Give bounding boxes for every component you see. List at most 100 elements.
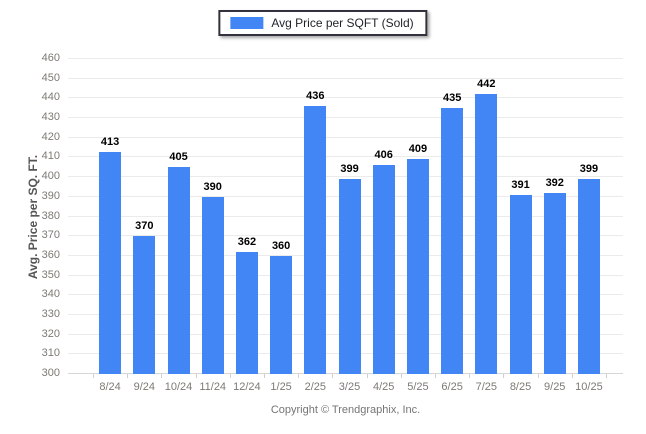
x-tick-label: 10/25 — [575, 381, 603, 393]
bar — [338, 179, 361, 374]
x-tick-label: 7/25 — [475, 381, 498, 393]
x-tick-label: 4/25 — [373, 381, 395, 393]
bar-value-label: 442 — [477, 78, 496, 91]
x-axis-tick — [435, 374, 436, 378]
y-tick-label: 460 — [41, 52, 60, 64]
bars-layer: 413 8/24 370 9/24 405 10/24 390 11/24 362 12/24 36… — [93, 59, 606, 393]
y-tick-label: 400 — [41, 170, 60, 183]
x-axis-tick — [571, 374, 573, 378]
bar-slot: 391 8/25 — [503, 59, 537, 393]
y-tick-label: 370 — [41, 229, 60, 242]
bar — [509, 194, 532, 374]
bar — [577, 179, 600, 374]
x-tick-label: 6/25 — [441, 381, 463, 393]
x-axis-tick — [127, 374, 129, 378]
bar — [372, 165, 395, 374]
x-tick-label: 11/24 — [199, 381, 227, 393]
bar — [406, 159, 429, 374]
y-tick-label: 330 — [41, 307, 60, 320]
gridline: 410 — [42, 150, 623, 162]
bar-slot: 399 10/25 — [572, 59, 606, 393]
x-tick-label: 1/25 — [270, 381, 292, 393]
bar-value-label: 435 — [442, 92, 462, 105]
bar-slot: 409 5/25 — [401, 59, 435, 393]
bar-value-label: 436 — [306, 90, 325, 103]
bar-value-label: 409 — [408, 143, 428, 156]
x-tick-label: 3/25 — [338, 381, 361, 393]
x-axis-tick — [229, 374, 231, 378]
y-tick-label: 390 — [41, 189, 60, 202]
x-tick-label: 2/25 — [304, 381, 327, 393]
bar-slot: 405 10/24 — [161, 59, 195, 393]
bar-slot: 392 9/25 — [538, 59, 572, 393]
bar-value-label: 399 — [579, 163, 599, 176]
bar — [543, 192, 566, 374]
y-tick-label: 410 — [41, 150, 60, 163]
y-tick-label: 450 — [41, 71, 60, 84]
y-tick-label: 430 — [41, 111, 60, 124]
gridline: 430 — [42, 111, 623, 123]
bar — [99, 151, 122, 374]
x-tick-label: 9/24 — [133, 381, 155, 393]
legend: Avg Price per SQFT (Sold) — [218, 10, 428, 36]
y-tick-label: 380 — [41, 209, 60, 222]
legend-swatch-icon — [230, 17, 264, 29]
x-axis-tick — [195, 374, 197, 378]
x-axis-tick — [537, 374, 539, 378]
x-axis-tick — [93, 374, 94, 378]
bar-slot: 360 1/25 — [264, 59, 298, 393]
bar — [475, 94, 498, 374]
x-tick-label: 10/24 — [164, 381, 193, 393]
x-axis-tick — [161, 374, 163, 378]
bar-slot: 442 7/25 — [469, 59, 503, 393]
x-tick-label: 9/25 — [544, 381, 566, 393]
bar — [304, 106, 327, 374]
x-axis-tick — [366, 374, 368, 378]
bar-value-label: 392 — [545, 176, 564, 189]
x-axis-tick — [298, 374, 300, 378]
bar-slot: 390 11/24 — [196, 59, 230, 393]
x-axis-tick — [606, 374, 607, 378]
bar-slot: 406 4/25 — [367, 59, 401, 393]
gridline: 460 — [42, 52, 623, 64]
bar-slot: 413 8/24 — [93, 59, 127, 393]
y-tick-label: 350 — [41, 268, 60, 281]
y-tick-label: 310 — [41, 347, 60, 360]
gridline: 450 — [42, 72, 623, 84]
bar-slot: 399 3/25 — [332, 59, 366, 393]
gridline: 400 — [42, 170, 623, 182]
bar-slot: 435 6/25 — [435, 59, 469, 393]
copyright: Copyright © Trendgraphix, Inc. — [270, 404, 421, 416]
bar — [270, 255, 293, 374]
bar-value-label: 405 — [169, 151, 188, 164]
y-tick-label: 360 — [41, 248, 60, 261]
y-tick-label: 300 — [41, 367, 60, 379]
x-tick-label: 8/25 — [509, 381, 532, 393]
y-axis-title: Avg. Price per SQ. FT. — [26, 154, 40, 280]
bar — [133, 236, 156, 374]
x-tick-label: 12/24 — [233, 381, 261, 393]
bar — [441, 108, 464, 374]
y-tick-label: 340 — [41, 288, 60, 301]
x-axis-tick — [400, 374, 402, 378]
bar-value-label: 413 — [100, 135, 120, 148]
bar — [235, 251, 258, 374]
x-axis-tick — [469, 374, 471, 378]
bar-value-label: 362 — [237, 235, 257, 248]
y-tick-label: 440 — [41, 91, 60, 104]
x-axis-tick — [264, 374, 265, 378]
x-tick-label: 5/25 — [407, 381, 429, 393]
x-axis-tick — [332, 374, 334, 378]
bar — [201, 196, 224, 374]
y-tick-label: 320 — [41, 327, 60, 340]
gridline: 440 — [42, 91, 623, 103]
bar-value-label: 391 — [511, 178, 530, 191]
x-tick-label: 8/24 — [99, 381, 121, 393]
bar — [167, 167, 190, 374]
bar-value-label: 360 — [271, 239, 291, 252]
legend-label: Avg Price per SQFT (Sold) — [271, 16, 414, 30]
bar-value-label: 370 — [135, 220, 154, 233]
plot-area: 300 310 320 330 340 350 360 370 380 390 400 410 420 4… — [42, 52, 623, 393]
bar-slot: 370 9/24 — [127, 59, 161, 393]
